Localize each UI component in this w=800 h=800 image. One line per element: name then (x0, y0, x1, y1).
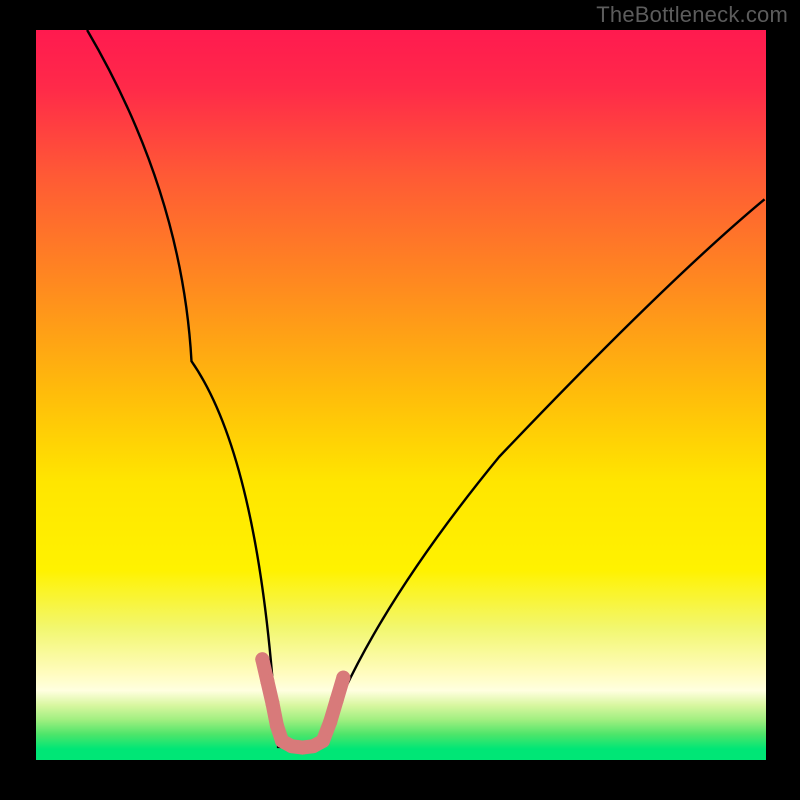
marker-dot (336, 671, 350, 685)
plot-area (36, 30, 766, 766)
curve-markers (255, 652, 350, 754)
chart-stage: TheBottleneck.com (0, 0, 800, 800)
marker-dot (255, 652, 269, 666)
marker-dot (330, 693, 344, 707)
curve-left-branch (87, 30, 277, 744)
marker-dot (270, 719, 284, 733)
marker-dot (260, 674, 274, 688)
watermark-text: TheBottleneck.com (596, 2, 788, 28)
curve-right-branch (322, 199, 764, 744)
curve-layer (36, 30, 766, 766)
marker-dot (323, 715, 337, 729)
marker-dot (266, 696, 280, 710)
marker-dot (316, 734, 330, 748)
